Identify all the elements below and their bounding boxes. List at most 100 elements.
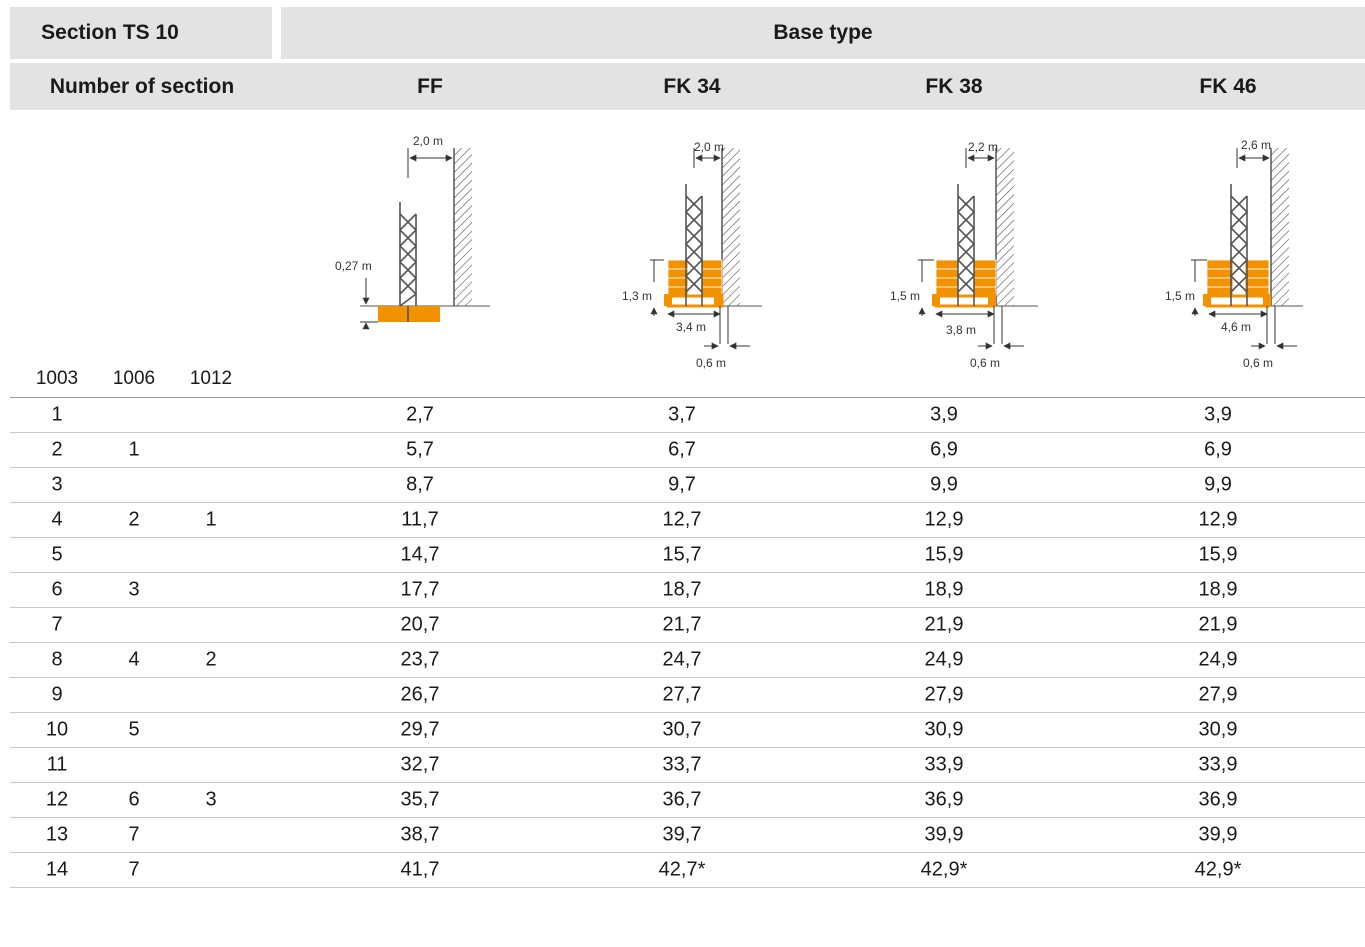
cell-1003: 9 <box>51 683 63 706</box>
fk38-bottom-dim: 0,6 m <box>970 356 1000 370</box>
cell-ff: 35,7 <box>400 788 440 811</box>
cell-ff: 17,7 <box>400 578 440 601</box>
cell-fk38: 30,9 <box>924 718 964 741</box>
table-row: 8 4 2 23,7 24,7 24,9 24,9 <box>10 643 1365 678</box>
diagram-fk38: 2,2 m 1,5 m 3,8 m 0,6 m <box>878 118 1038 380</box>
cell-1003: 10 <box>45 718 69 741</box>
fk38-width-dim: 3,8 m <box>946 323 976 337</box>
cell-fk46: 27,9 <box>1198 683 1238 706</box>
cell-fk34: 6,7 <box>668 438 696 461</box>
diagram-fk46: 2,6 m 1,5 m 4,6 m 0,6 m <box>1155 118 1315 380</box>
cell-fk34: 12,7 <box>662 508 702 531</box>
cell-1003: 1 <box>51 403 63 426</box>
cell-1006: 5 <box>128 718 140 741</box>
mast-icon <box>1229 184 1249 306</box>
table-row: 12 6 3 35,7 36,7 36,9 36,9 <box>10 783 1365 818</box>
cell-fk46: 33,9 <box>1198 753 1238 776</box>
cell-1003: 7 <box>51 613 63 636</box>
cell-fk46: 21,9 <box>1198 613 1238 636</box>
table-row: 1 2,7 3,7 3,9 3,9 <box>10 398 1365 433</box>
cell-fk46: 15,9 <box>1198 543 1238 566</box>
cell-fk38: 42,9* <box>920 858 968 881</box>
cell-fk34: 18,7 <box>662 578 702 601</box>
section-label: Section TS 10 <box>41 21 179 44</box>
diagram-ff: 2,0 m 0,27 m <box>330 118 490 380</box>
cell-1006: 3 <box>128 578 140 601</box>
cell-fk34: 21,7 <box>662 613 702 636</box>
cell-1003: 2 <box>51 438 63 461</box>
col-header-fk34: FK 34 <box>663 74 721 98</box>
cell-fk38: 21,9 <box>924 613 964 636</box>
cell-ff: 32,7 <box>400 753 440 776</box>
cell-fk34: 27,7 <box>662 683 702 706</box>
ff-top-dim: 2,0 m <box>413 134 443 148</box>
cell-1003: 11 <box>46 753 68 776</box>
cell-fk38: 36,9 <box>924 788 964 811</box>
cell-1003: 14 <box>45 858 69 881</box>
fk38-height-dim: 1,5 m <box>890 289 920 303</box>
cell-fk38: 15,9 <box>924 543 964 566</box>
cell-ff: 23,7 <box>400 648 440 671</box>
cell-1006: 6 <box>128 788 140 811</box>
mast-icon <box>956 184 976 306</box>
table-row: 5 14,7 15,7 15,9 15,9 <box>10 538 1365 573</box>
number-of-section-label: Number of section <box>49 74 235 98</box>
base-type-label: Base type <box>773 21 873 44</box>
cell-fk38: 24,9 <box>924 648 964 671</box>
cell-fk46: 24,9 <box>1198 648 1238 671</box>
cell-fk34: 24,7 <box>662 648 702 671</box>
cell-fk46: 6,9 <box>1204 438 1232 461</box>
fk46-top-dim: 2,6 m <box>1241 138 1271 152</box>
cell-1003: 13 <box>45 823 69 846</box>
section-code-1003: 1003 <box>35 368 79 389</box>
cell-ff: 41,7 <box>400 858 440 881</box>
cell-fk46: 12,9 <box>1198 508 1238 531</box>
cell-fk46: 42,9* <box>1194 858 1242 881</box>
table-row: 3 8,7 9,7 9,9 9,9 <box>10 468 1365 503</box>
cell-fk34: 30,7 <box>662 718 702 741</box>
cell-fk34: 3,7 <box>668 403 696 426</box>
ff-depth-dim: 0,27 m <box>335 259 372 273</box>
table-row: 13 7 38,7 39,7 39,9 39,9 <box>10 818 1365 853</box>
cell-1006: 7 <box>128 823 140 846</box>
section-code-1006: 1006 <box>112 368 156 389</box>
cell-fk38: 39,9 <box>924 823 964 846</box>
mast-icon <box>398 202 418 322</box>
cell-ff: 2,7 <box>406 403 434 426</box>
cell-fk34: 9,7 <box>668 473 696 496</box>
cell-fk46: 36,9 <box>1198 788 1238 811</box>
cell-fk34: 33,7 <box>662 753 702 776</box>
data-table: 1 2,7 3,7 3,9 3,9 2 1 5,7 6,7 6,9 6,9 3 8,7 9,7 9,9 9,9… <box>10 398 1365 888</box>
cell-1012: 1 <box>205 508 217 531</box>
cell-fk46: 39,9 <box>1198 823 1238 846</box>
section-header-cell: Section TS 10 <box>10 7 272 59</box>
table-row: 7 20,7 21,7 21,9 21,9 <box>10 608 1365 643</box>
fk46-bottom-dim: 0,6 m <box>1243 356 1273 370</box>
fk38-top-dim: 2,2 m <box>968 140 998 154</box>
column-header-row: Number of section FF FK 34 FK 38 FK 46 <box>10 63 1365 110</box>
fk46-width-dim: 4,6 m <box>1221 320 1251 334</box>
fk34-width-dim: 3,4 m <box>676 320 706 334</box>
table-row: 11 32,7 33,7 33,9 33,9 <box>10 748 1365 783</box>
cell-ff: 11,7 <box>401 508 439 531</box>
fk34-bottom-dim: 0,6 m <box>696 356 726 370</box>
fk34-height-dim: 1,3 m <box>622 289 652 303</box>
mast-icon <box>684 184 704 306</box>
cell-fk46: 9,9 <box>1204 473 1232 496</box>
cell-fk38: 3,9 <box>930 403 958 426</box>
cell-1003: 8 <box>51 648 63 671</box>
cell-ff: 26,7 <box>400 683 440 706</box>
cell-fk34: 36,7 <box>662 788 702 811</box>
table-row: 14 7 41,7 42,7* 42,9* 42,9* <box>10 853 1365 888</box>
cell-1012: 3 <box>205 788 217 811</box>
col-header-fk46: FK 46 <box>1199 74 1257 98</box>
cell-ff: 20,7 <box>400 613 440 636</box>
table-row: 9 26,7 27,7 27,9 27,9 <box>10 678 1365 713</box>
cell-ff: 38,7 <box>400 823 440 846</box>
cell-1006: 4 <box>128 648 140 671</box>
cell-1003: 4 <box>51 508 63 531</box>
cell-fk38: 27,9 <box>924 683 964 706</box>
cell-1003: 12 <box>45 788 69 811</box>
cell-1003: 6 <box>51 578 63 601</box>
table-row: 6 3 17,7 18,7 18,9 18,9 <box>10 573 1365 608</box>
